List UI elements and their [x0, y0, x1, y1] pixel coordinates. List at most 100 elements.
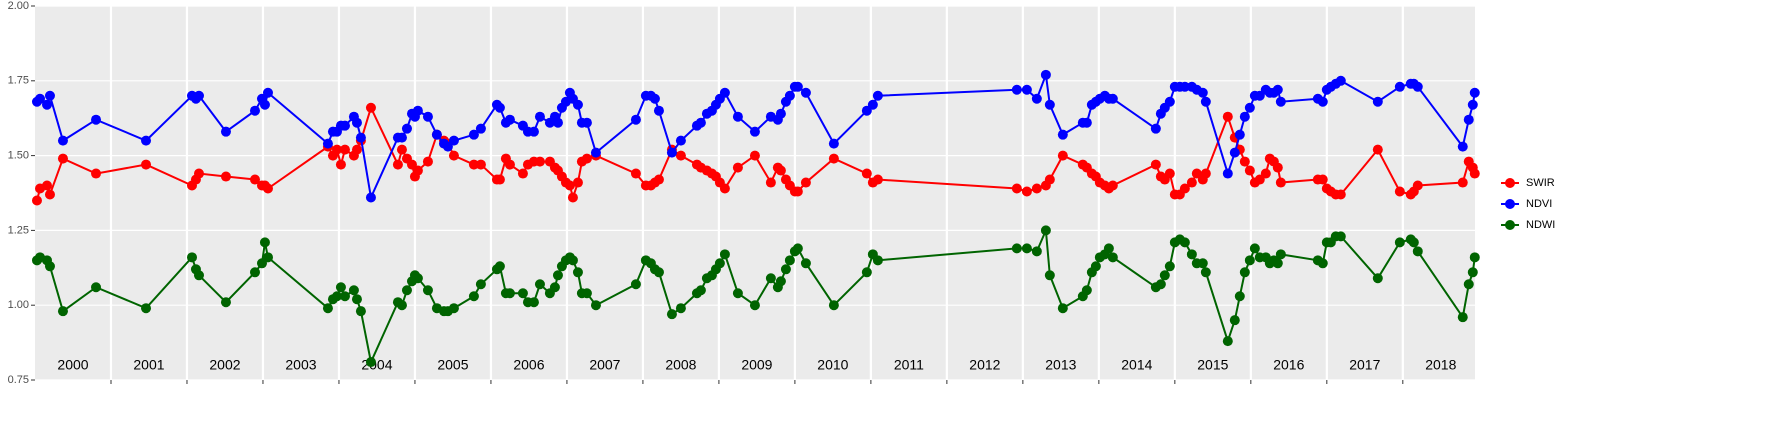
point: [784, 90, 795, 101]
point: [666, 309, 677, 320]
point: [331, 144, 342, 155]
point: [1335, 231, 1346, 242]
point: [249, 267, 260, 278]
point: [1244, 165, 1255, 176]
point: [792, 243, 803, 254]
point: [1031, 246, 1042, 257]
point: [351, 294, 362, 305]
point: [57, 153, 68, 164]
point: [401, 123, 412, 134]
point: [468, 291, 479, 302]
point: [335, 282, 346, 293]
point: [1222, 168, 1233, 179]
point: [1011, 183, 1022, 194]
y-tick-label: 1.25: [8, 224, 29, 236]
point: [1272, 84, 1283, 95]
x-tick-label: 2016: [1273, 357, 1304, 373]
legend-key: [1505, 220, 1515, 230]
point: [872, 174, 883, 185]
y-tick-label: 1.00: [8, 299, 29, 311]
point: [1394, 237, 1405, 248]
point: [448, 150, 459, 161]
point: [549, 282, 560, 293]
point: [1244, 102, 1255, 113]
point: [792, 186, 803, 197]
point: [262, 183, 273, 194]
point: [800, 258, 811, 269]
point: [1469, 87, 1480, 98]
point: [249, 174, 260, 185]
point: [1412, 180, 1423, 191]
point: [1317, 258, 1328, 269]
point: [44, 90, 55, 101]
point: [355, 306, 366, 317]
point: [1275, 249, 1286, 260]
point: [339, 120, 350, 131]
point: [412, 165, 423, 176]
x-tick-label: 2009: [741, 357, 772, 373]
point: [675, 135, 686, 146]
point: [1200, 96, 1211, 107]
x-tick-label: 2001: [133, 357, 164, 373]
x-tick-label: 2000: [57, 357, 88, 373]
point: [732, 162, 743, 173]
point: [494, 261, 505, 272]
point: [1107, 252, 1118, 263]
point: [1159, 270, 1170, 281]
point: [1179, 183, 1190, 194]
x-tick-label: 2005: [437, 357, 468, 373]
point: [365, 357, 376, 368]
point: [365, 102, 376, 113]
point: [572, 99, 583, 110]
x-tick-label: 2002: [209, 357, 240, 373]
point: [1081, 285, 1092, 296]
point: [732, 111, 743, 122]
point: [396, 132, 407, 143]
point: [675, 303, 686, 314]
point: [35, 93, 46, 104]
point: [396, 300, 407, 311]
point: [1272, 162, 1283, 173]
point: [719, 249, 730, 260]
point: [1335, 189, 1346, 200]
legend-label: NDVI: [1526, 198, 1552, 210]
plot-background: [35, 6, 1475, 380]
point: [1090, 261, 1101, 272]
point: [322, 303, 333, 314]
x-tick-label: 2017: [1349, 357, 1380, 373]
point: [193, 270, 204, 281]
point: [567, 192, 578, 203]
point: [1467, 99, 1478, 110]
point: [1021, 186, 1032, 197]
y-tick-label: 1.75: [8, 75, 29, 87]
point: [861, 168, 872, 179]
point: [259, 99, 270, 110]
point: [653, 105, 664, 116]
point: [1044, 174, 1055, 185]
point: [792, 81, 803, 92]
point: [517, 168, 528, 179]
point: [1457, 312, 1468, 323]
point: [1155, 279, 1166, 290]
point: [765, 273, 776, 284]
point: [572, 177, 583, 188]
point: [504, 288, 515, 299]
point: [1222, 111, 1233, 122]
point: [784, 255, 795, 266]
point: [186, 252, 197, 263]
point: [581, 153, 592, 164]
point: [422, 111, 433, 122]
point: [44, 189, 55, 200]
point: [1200, 168, 1211, 179]
point: [1229, 315, 1240, 326]
point: [872, 255, 883, 266]
point: [749, 150, 760, 161]
point: [1057, 303, 1068, 314]
point: [1040, 69, 1051, 80]
point: [1239, 267, 1250, 278]
point: [44, 261, 55, 272]
point: [42, 99, 53, 110]
y-tick-label: 2.00: [8, 0, 29, 12]
point: [534, 111, 545, 122]
point: [193, 168, 204, 179]
